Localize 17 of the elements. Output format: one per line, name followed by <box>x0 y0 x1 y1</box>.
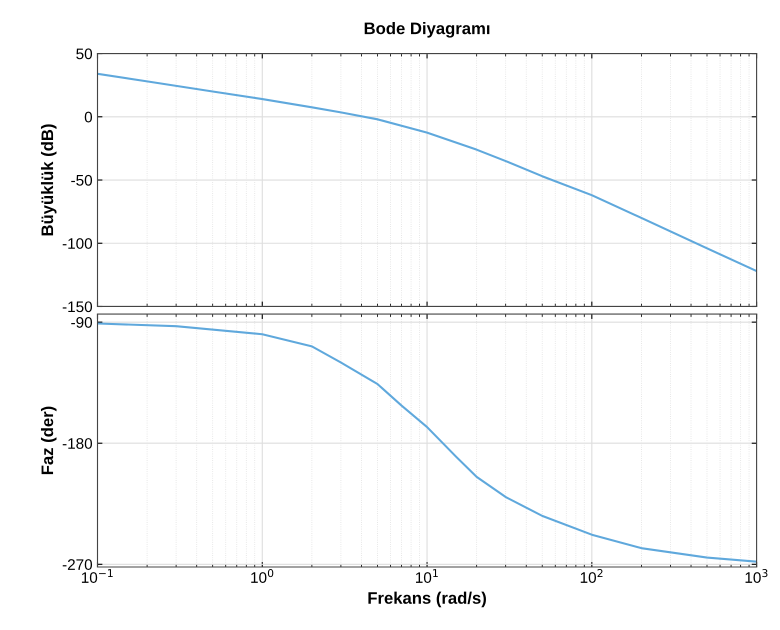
x-tick-label: 10$^{2}$ <box>580 569 602 583</box>
y-tick-label: -270 <box>62 559 92 570</box>
x-axis-title: Frekans (rad/s) <box>368 592 486 608</box>
y-tick-label: -150 <box>62 301 92 312</box>
x-tick-label: 10$^{−1}$ <box>82 569 113 583</box>
chart-title: Bode Diyagramı <box>364 22 490 38</box>
y-tick-label: 0 <box>84 112 92 122</box>
x-tick-label: 10$^{3}$ <box>746 569 768 583</box>
y-tick-label: -50 <box>71 174 92 186</box>
y-axis-title: Faz (der) <box>40 406 57 474</box>
x-tick-label: 10$^{1}$ <box>416 569 438 583</box>
x-tick-label: 10$^{0}$ <box>251 569 274 583</box>
y-tick-label: 50 <box>76 48 92 60</box>
y-tick-label: -180 <box>62 438 92 449</box>
y-axis-title: Büyüklük (dB) <box>40 124 57 236</box>
y-tick-label: -90 <box>71 317 92 328</box>
y-tick-label: -100 <box>62 238 92 249</box>
